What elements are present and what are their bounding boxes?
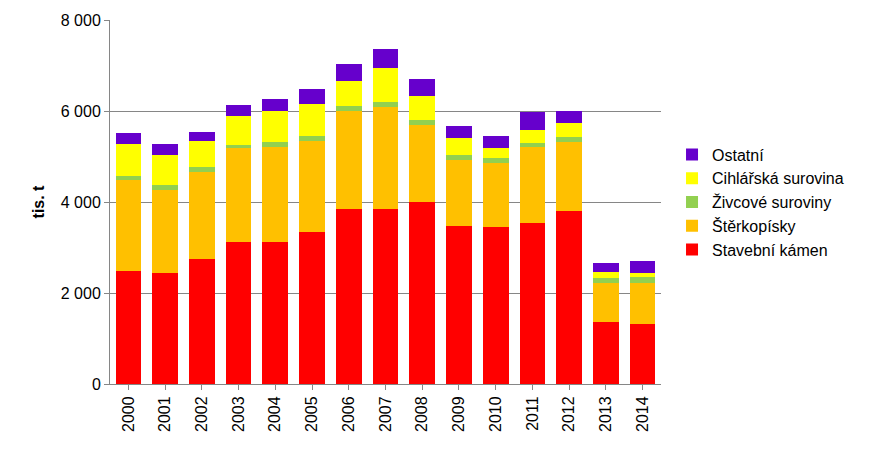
svg-text:2013: 2013: [597, 396, 614, 432]
svg-text:2 000: 2 000: [61, 285, 101, 302]
svg-text:2007: 2007: [377, 396, 394, 432]
svg-text:2010: 2010: [487, 396, 504, 432]
svg-text:2002: 2002: [193, 396, 210, 432]
svg-text:2006: 2006: [340, 396, 357, 432]
svg-text:2011: 2011: [524, 396, 541, 431]
svg-text:4 000: 4 000: [61, 194, 101, 211]
svg-text:2014: 2014: [634, 396, 651, 432]
svg-text:Stavební kámen: Stavební kámen: [712, 242, 828, 259]
svg-text:Ostatní: Ostatní: [712, 147, 764, 164]
svg-text:6 000: 6 000: [61, 103, 101, 120]
svg-text:2000: 2000: [120, 396, 137, 432]
svg-text:Cihlářská surovina: Cihlářská surovina: [712, 170, 844, 187]
svg-text:2004: 2004: [267, 396, 284, 432]
svg-text:0: 0: [92, 376, 101, 393]
svg-text:2012: 2012: [560, 396, 577, 432]
svg-text:2005: 2005: [303, 396, 320, 432]
svg-text:2003: 2003: [230, 396, 247, 432]
svg-text:Živcové suroviny: Živcové suroviny: [712, 193, 831, 211]
svg-text:tis. t: tis. t: [30, 185, 47, 219]
svg-text:Štěrkopísky: Štěrkopísky: [712, 217, 796, 235]
svg-text:2001: 2001: [156, 396, 173, 432]
svg-text:8 000: 8 000: [61, 12, 101, 29]
svg-text:2008: 2008: [413, 396, 430, 432]
svg-text:2009: 2009: [450, 396, 467, 432]
